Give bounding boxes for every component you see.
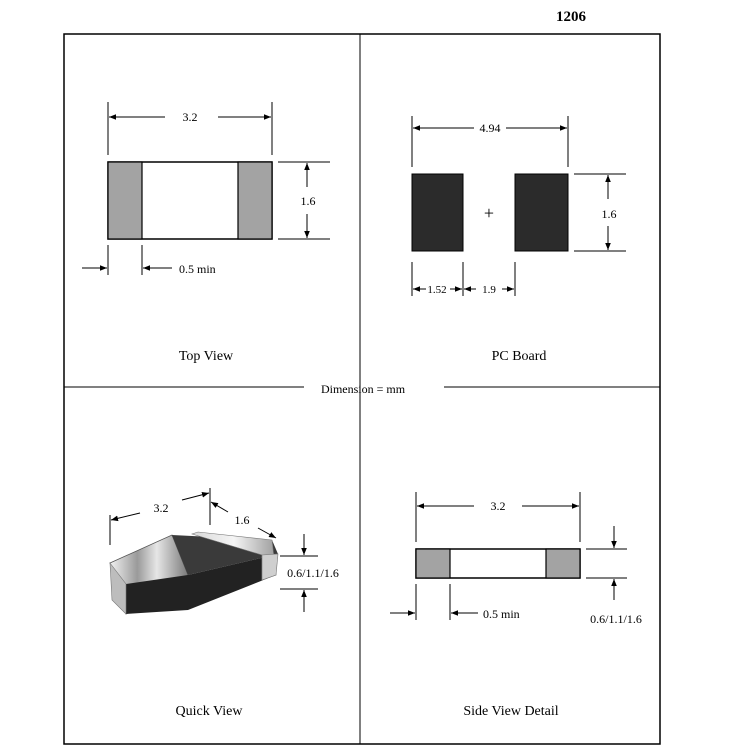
pcb-pad-width-label: 1.52: [427, 284, 446, 296]
pcb-height-label: 1.6: [602, 207, 617, 221]
qv-length-arrow-left: [110, 512, 141, 522]
top-view-panel: 3.2 1.6 0.5 min Top View: [82, 102, 330, 364]
frame: [63, 33, 661, 745]
pc-board-caption: PC Board: [492, 349, 547, 364]
side-view-chip: [415, 548, 581, 579]
quick-view-chip: [109, 531, 279, 615]
side-view-panel: 3.2 0.6/1.1/1.6 0.5 min Side View Detail: [390, 492, 642, 719]
quick-view-panel: 3.2 1.6 0.6/1.1/1.6 Quick View: [109, 488, 339, 719]
top-length-label: 3.2: [183, 110, 198, 124]
center-mark: +: [484, 203, 494, 223]
top-view-caption: Top View: [179, 349, 234, 364]
side-view-caption: Side View Detail: [463, 704, 558, 719]
quick-view-caption: Quick View: [176, 704, 244, 719]
pc-board-panel: + 4.94 1.6 1.52 1.9 PC Board: [411, 116, 626, 364]
qv-width-label: 1.6: [235, 513, 250, 527]
side-left-terminal: [415, 548, 451, 579]
pcb-gap-label: 1.9: [482, 284, 496, 296]
top-view-right-terminal: [237, 161, 273, 240]
top-view-chip: [107, 161, 273, 240]
part-title: 1206: [556, 9, 587, 25]
left-pad: [411, 173, 464, 252]
qv-length-arrow-right: [181, 492, 210, 501]
sv-length-label: 3.2: [491, 499, 506, 513]
qv-width-arrow-right: [257, 527, 277, 539]
dimension-note: Dimension = mm: [321, 382, 406, 396]
top-width-label: 1.6: [301, 194, 316, 208]
pcb-overall-label: 4.94: [480, 121, 501, 135]
top-view-left-terminal: [107, 161, 143, 240]
qv-width-arrow-left: [210, 501, 229, 513]
side-right-terminal: [545, 548, 581, 579]
sv-min-label: 0.5 min: [483, 607, 520, 621]
qv-length-label: 3.2: [154, 501, 169, 515]
qv-thickness-label: 0.6/1.1/1.6: [287, 566, 339, 580]
right-pad: [514, 173, 569, 252]
top-min-label: 0.5 min: [179, 262, 216, 276]
sv-thickness-label: 0.6/1.1/1.6: [590, 612, 642, 626]
